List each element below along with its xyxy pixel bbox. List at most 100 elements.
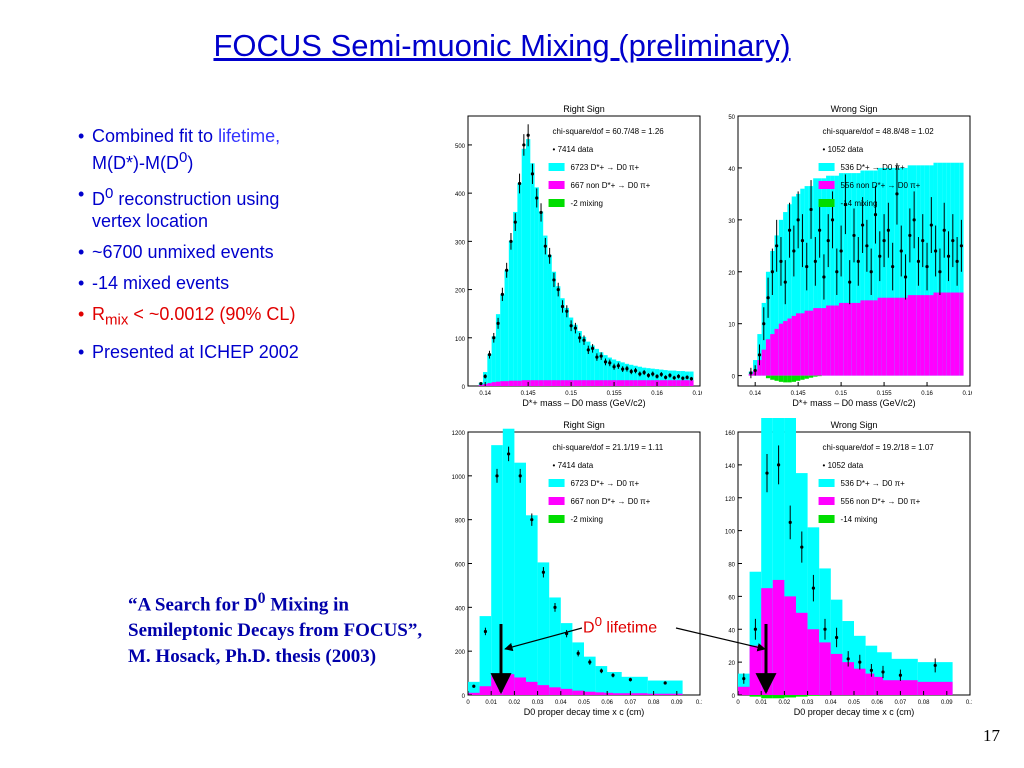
data-point: [753, 627, 757, 631]
background-bar: [817, 308, 822, 376]
mixing-bar: [787, 375, 792, 383]
signal-bar: [613, 676, 648, 695]
data-point: [826, 239, 830, 243]
data-point: [621, 367, 625, 371]
signal-bar: [920, 165, 925, 376]
bullet-text: Rmix < ~0.0012 (90% CL): [92, 304, 296, 329]
background-bar: [581, 380, 587, 386]
signal-bar: [577, 331, 582, 386]
signal-bar: [950, 162, 955, 376]
legend-label: 556 non D*+ → D0 π+: [841, 497, 921, 506]
data-point: [655, 374, 659, 378]
x-tick-label: 0.08: [918, 700, 930, 706]
data-point: [496, 321, 500, 325]
signal-bar: [549, 597, 561, 695]
data-point: [638, 372, 642, 376]
data-point: [608, 361, 612, 365]
legend-label: 536 D*+ → D0 π+: [841, 479, 906, 488]
background-bar: [830, 653, 843, 695]
signal-bar: [479, 616, 492, 695]
x-tick-label: 0.09: [941, 700, 953, 706]
background-bar: [873, 300, 878, 376]
bullet-text: ~6700 unmixed events: [92, 242, 274, 262]
signal-bar: [594, 348, 600, 386]
signal-bar: [547, 254, 552, 386]
data-point: [578, 336, 582, 340]
background-bar: [899, 297, 904, 376]
x-tick-label: 0.1: [966, 700, 972, 706]
x-tick-label: 0.07: [625, 700, 637, 706]
background-bar: [495, 381, 501, 386]
data-point: [852, 233, 856, 238]
chart-title: Wrong Sign: [831, 104, 878, 114]
data-point: [616, 364, 620, 368]
data-point: [539, 210, 543, 215]
data-point: [942, 228, 946, 232]
legend-swatch: [548, 163, 565, 171]
data-point: [934, 249, 938, 253]
signal-bar: [568, 317, 574, 386]
legend-label: 6723 D*+ → D0 π+: [571, 479, 640, 488]
data-point: [908, 233, 912, 238]
signal-bar: [808, 186, 814, 376]
background-bar: [772, 579, 785, 695]
background-bar: [534, 380, 539, 386]
signal-bar: [633, 365, 638, 386]
signal-bar: [468, 681, 480, 695]
y-tick-label: 800: [455, 519, 466, 525]
background-bar: [890, 297, 895, 376]
y-tick-label: 120: [725, 497, 736, 503]
background-bar: [637, 380, 642, 386]
data-point: [800, 239, 805, 243]
y-tick-label: 1200: [452, 431, 466, 437]
legend-label: -2 mixing: [571, 199, 603, 208]
data-point: [646, 373, 651, 377]
bullet-item-rmix: Rmix < ~0.0012 (90% CL): [78, 303, 378, 332]
x-tick-label: 0.14: [479, 391, 491, 397]
signal-bar: [761, 418, 773, 695]
signal-bar: [774, 235, 779, 376]
data-point: [959, 244, 964, 248]
background-bar: [761, 349, 766, 376]
y-tick-label: 0: [462, 694, 466, 700]
signal-bar: [647, 680, 683, 695]
x-tick-label: 0.02: [779, 700, 791, 706]
background-bar: [680, 380, 685, 386]
data-point: [856, 259, 860, 263]
signal-bar: [667, 370, 673, 386]
background-bar: [689, 380, 694, 386]
data-point: [612, 365, 616, 369]
signal-bar: [514, 462, 526, 695]
legend-label: • 7414 data: [553, 461, 594, 470]
background-bar: [894, 297, 900, 376]
chart-wrong-sign-time: Wrong Sign 0 20 40 60 80 100 120 140 160 0 0.01 0.02…: [725, 418, 972, 717]
background-bar: [547, 380, 552, 386]
data-point: [651, 372, 655, 376]
data-point: [800, 545, 804, 549]
data-point: [526, 133, 530, 137]
background-bar: [672, 380, 677, 386]
data-point: [886, 228, 890, 232]
y-tick-label: 300: [455, 240, 466, 246]
background-bar: [933, 292, 938, 376]
signal-bar: [807, 527, 820, 695]
data-point: [813, 259, 817, 263]
legend-label: 536 D*+ → D0 π+: [841, 163, 906, 172]
mixing-bar: [765, 375, 771, 379]
x-axis-label: D0 proper decay time x c (cm): [524, 707, 645, 717]
background-bar: [508, 380, 514, 386]
data-point: [556, 287, 560, 292]
background-bar: [843, 302, 848, 376]
data-point: [569, 324, 573, 328]
signal-bar: [573, 324, 578, 386]
mixing-bar: [807, 695, 820, 696]
data-point: [878, 254, 882, 258]
y-tick-label: 100: [725, 530, 736, 536]
background-bar: [564, 380, 569, 386]
mixing-bar: [783, 375, 788, 383]
data-point: [565, 632, 569, 636]
background-bar: [537, 685, 550, 695]
data-point: [628, 678, 632, 682]
signal-bar: [796, 193, 801, 376]
chart-title: Wrong Sign: [831, 420, 878, 430]
